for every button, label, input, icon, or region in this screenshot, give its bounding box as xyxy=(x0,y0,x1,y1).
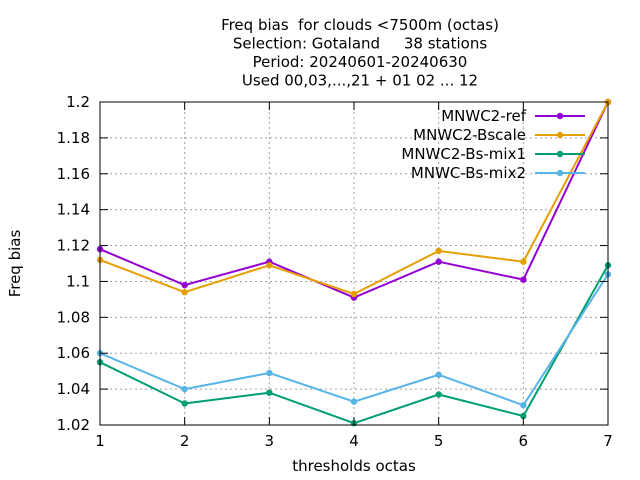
legend-marker xyxy=(556,112,564,120)
legend-marker xyxy=(556,150,564,158)
legend: MNWC2-refMNWC2-BscaleMNWC2-Bs-mix1MNWC-B… xyxy=(401,107,585,182)
data-point xyxy=(266,389,273,396)
x-tick-label: 2 xyxy=(180,432,190,450)
data-point xyxy=(181,385,188,393)
x-axis-label: thresholds octas xyxy=(292,457,416,475)
chart-title-line: Used 00,03,...,21 + 01 02 ... 12 xyxy=(242,72,478,90)
data-point xyxy=(520,258,527,265)
data-point xyxy=(435,391,442,398)
data-point xyxy=(266,262,273,269)
legend-label: MNWC2-Bscale xyxy=(413,126,526,144)
legend-marker xyxy=(556,169,564,177)
data-point xyxy=(350,398,358,405)
x-tick-label: 1 xyxy=(95,432,105,450)
x-tick-label: 7 xyxy=(603,432,613,450)
legend-label: MNWC2-Bs-mix1 xyxy=(401,145,526,163)
data-point xyxy=(435,371,442,378)
y-tick-label: 1.02 xyxy=(57,416,90,434)
y-tick-label: 1.18 xyxy=(57,129,90,147)
y-tick-label: 1.12 xyxy=(57,237,90,255)
legend-label: MNWC-Bs-mix2 xyxy=(411,164,526,182)
y-tick-label: 1.04 xyxy=(57,380,90,398)
data-point xyxy=(350,290,358,298)
data-point xyxy=(181,281,188,289)
y-tick-label: 1.08 xyxy=(57,308,90,326)
data-point xyxy=(181,400,188,407)
y-axis-label: Freq bias xyxy=(6,230,24,298)
y-tick-label: 1.14 xyxy=(57,201,90,219)
data-point xyxy=(435,247,442,255)
y-tick-label: 1.1 xyxy=(66,272,90,290)
x-tick-label: 6 xyxy=(519,432,529,450)
data-point xyxy=(520,412,527,420)
x-tick-label: 5 xyxy=(434,432,444,450)
chart-title-line: Period: 20240601-20240630 xyxy=(253,53,468,71)
x-tick-label: 4 xyxy=(349,432,359,450)
x-tick-label: 3 xyxy=(265,432,275,450)
axis-ticks: 1.02 1.04 1.06 1.08 1.1 1.12 1.14 1.16 1.18 1.2 1 2… xyxy=(57,93,613,450)
legend-marker xyxy=(556,131,564,139)
chart-title: Freq bias for clouds <7500m (octas)Selec… xyxy=(221,16,499,90)
legend-label: MNWC2-ref xyxy=(441,107,526,125)
data-point xyxy=(181,289,188,296)
data-point xyxy=(520,276,527,283)
chart-title-line: Freq bias for clouds <7500m (octas) xyxy=(221,16,499,34)
data-point xyxy=(266,369,273,377)
y-tick-label: 1.2 xyxy=(66,93,90,111)
chart-title-line: Selection: Gotaland 38 stations xyxy=(233,35,488,53)
data-point xyxy=(435,258,442,265)
y-tick-label: 1.16 xyxy=(57,165,90,183)
series-4 xyxy=(96,271,612,409)
y-tick-label: 1.06 xyxy=(57,344,90,362)
data-point xyxy=(520,402,527,409)
series-1 xyxy=(96,98,612,301)
